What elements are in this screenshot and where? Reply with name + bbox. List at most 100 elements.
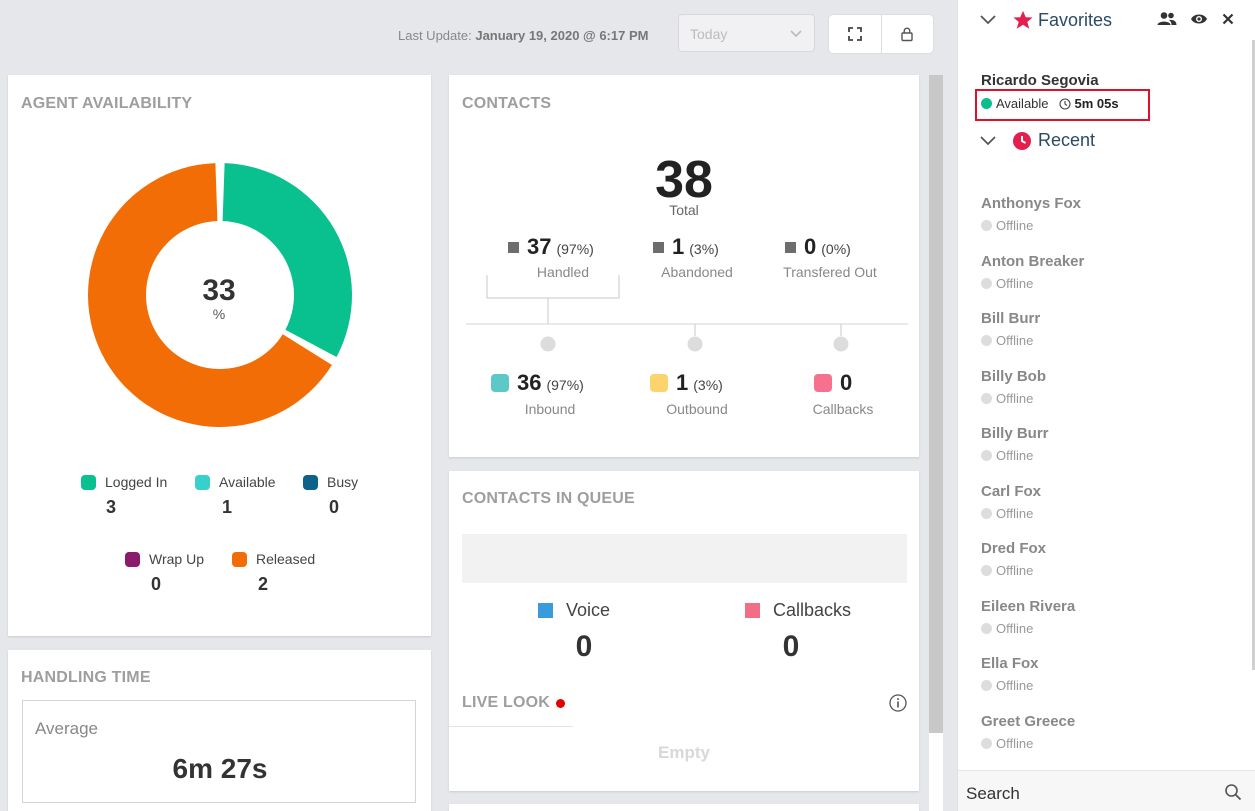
legend-released: Released bbox=[232, 551, 315, 567]
search-input[interactable]: Search bbox=[966, 784, 1020, 803]
outbound-num: 1 bbox=[676, 370, 689, 395]
view-controls bbox=[828, 14, 934, 54]
outbound-label: Outbound bbox=[666, 401, 728, 417]
queue-bar bbox=[462, 534, 907, 583]
legend-swatch bbox=[125, 551, 140, 567]
inbound-stat: 36 (97%) bbox=[491, 370, 584, 396]
legend-value-busy: 0 bbox=[328, 497, 339, 517]
favorite-agent-status-text: Available bbox=[996, 96, 1049, 111]
eye-icon[interactable] bbox=[1190, 13, 1208, 25]
handled-pct: (97%) bbox=[556, 241, 594, 257]
recent-agent-name[interactable]: Anton Breaker bbox=[981, 253, 1085, 270]
recent-agent-name[interactable]: Eileen Rivera bbox=[981, 598, 1076, 615]
legend-logged-in: Logged In bbox=[81, 474, 167, 490]
queue-title: CONTACTS IN QUEUE bbox=[462, 490, 635, 507]
legend-label: Busy bbox=[327, 474, 359, 490]
chevron-down-icon bbox=[980, 15, 996, 25]
fullscreen-icon bbox=[847, 27, 862, 41]
recent-agent-status-text: Offline bbox=[996, 563, 1034, 578]
recent-agent-name[interactable]: Greet Greece bbox=[981, 713, 1076, 730]
recent-agent-name[interactable]: Billy Burr bbox=[981, 425, 1049, 442]
abandoned-marker bbox=[653, 241, 664, 253]
recent-agent-status-text: Offline bbox=[996, 736, 1034, 751]
voice-label: Voice bbox=[566, 600, 611, 620]
status-dot-offline bbox=[981, 393, 992, 404]
legend-value-wrap-up: 0 bbox=[150, 574, 161, 594]
legend-available: Available bbox=[195, 474, 276, 490]
recent-agent-status-text: Offline bbox=[996, 391, 1034, 406]
close-icon[interactable] bbox=[1222, 13, 1234, 25]
legend-label: Available bbox=[219, 474, 276, 490]
favorites-header[interactable]: Favorites bbox=[979, 9, 1112, 31]
inbound-num: 36 bbox=[517, 370, 542, 395]
favorites-title: Favorites bbox=[1038, 9, 1113, 30]
recent-agent-status-text: Offline bbox=[996, 621, 1034, 636]
agent-availability-card: AGENT AVAILABILITY 33 % Logged In 3 Avai… bbox=[8, 75, 431, 636]
donut-slice-released bbox=[87, 163, 332, 428]
recent-agent-status-text: Offline bbox=[996, 678, 1034, 693]
transferred-label: Transfered Out bbox=[783, 264, 877, 280]
live-indicator-dot bbox=[556, 698, 566, 708]
handled-label: Handled bbox=[536, 264, 590, 280]
recent-agent-name[interactable]: Carl Fox bbox=[981, 483, 1042, 500]
status-dot-offline bbox=[981, 508, 992, 519]
callbacks-swatch bbox=[745, 603, 760, 618]
recent-header[interactable]: Recent bbox=[979, 130, 1095, 151]
handling-time-card: HANDLING TIME Average 6m 27s bbox=[8, 650, 431, 811]
main-scrollbar-gap bbox=[929, 733, 943, 811]
info-icon[interactable] bbox=[888, 693, 908, 713]
period-select[interactable]: Today bbox=[678, 14, 815, 52]
transferred-stat: 0 (0%) bbox=[785, 234, 851, 260]
inbound-label: Inbound bbox=[524, 401, 576, 417]
status-dot-offline bbox=[981, 278, 992, 289]
status-dot-offline bbox=[981, 738, 992, 749]
status-dot-offline bbox=[981, 335, 992, 346]
status-dot-offline bbox=[981, 220, 992, 231]
recent-agent-name[interactable]: Dred Fox bbox=[981, 540, 1047, 557]
legend-label: Logged In bbox=[105, 474, 168, 490]
callbacks-stat: 0 bbox=[814, 370, 857, 396]
callbacks-num: 0 bbox=[840, 370, 853, 395]
abandoned-pct: (3%) bbox=[689, 241, 719, 257]
recent-agent-status: Offline bbox=[981, 736, 1033, 751]
legend-label: Released bbox=[256, 551, 316, 567]
last-update-value: January 19, 2020 @ 6:17 PM bbox=[475, 28, 649, 43]
transferred-marker bbox=[785, 241, 796, 253]
star-icon bbox=[1013, 10, 1033, 29]
legend-busy: Busy bbox=[303, 474, 358, 490]
recent-agent-name[interactable]: Billy Bob bbox=[981, 368, 1047, 385]
outbound-stat: 1 (3%) bbox=[650, 370, 723, 396]
favorite-agent-name[interactable]: Ricardo Segovia bbox=[981, 72, 1099, 89]
live-look-empty: Empty bbox=[658, 743, 710, 762]
last-update: Last Update: January 19, 2020 @ 6:17 PM bbox=[398, 28, 648, 43]
panel-scrollbar[interactable] bbox=[1252, 40, 1255, 670]
lock-icon bbox=[901, 27, 913, 42]
agents-panel: Favorites Ricardo Segovia Available 5m 0… bbox=[957, 0, 1255, 811]
agents-group-icon[interactable] bbox=[1157, 11, 1177, 27]
fullscreen-button[interactable] bbox=[829, 15, 881, 53]
average-label: Average bbox=[35, 719, 99, 738]
legend-value-available: 1 bbox=[221, 497, 232, 517]
search-icon[interactable] bbox=[1224, 783, 1242, 801]
chevron-down-icon bbox=[980, 135, 996, 145]
handled-marker bbox=[508, 241, 519, 253]
handling-time-title: HANDLING TIME bbox=[21, 669, 151, 686]
live-look-title: LIVE LOOK bbox=[462, 694, 551, 711]
contacts-in-queue-card bbox=[449, 471, 919, 791]
recent-title: Recent bbox=[1038, 130, 1096, 150]
queue-callbacks-value: 0 bbox=[782, 630, 800, 663]
callbacks-marker bbox=[814, 374, 832, 392]
main-scrollbar[interactable] bbox=[929, 75, 943, 733]
recent-agent-name[interactable]: Anthonys Fox bbox=[981, 195, 1081, 212]
status-dot-offline bbox=[981, 623, 992, 634]
favorite-agent-status-box bbox=[975, 89, 1150, 121]
queue-callbacks-legend: Callbacks bbox=[745, 600, 851, 621]
recent-agent-name[interactable]: Ella Fox bbox=[981, 655, 1039, 672]
recent-agent-name[interactable]: Bill Burr bbox=[981, 310, 1041, 327]
agent-availability-title: AGENT AVAILABILITY bbox=[21, 95, 193, 112]
legend-value-logged-in: 3 bbox=[105, 497, 116, 517]
average-box: Average 6m 27s bbox=[22, 700, 416, 803]
status-dot-offline bbox=[981, 565, 992, 576]
legend-label: Wrap Up bbox=[149, 551, 204, 567]
lock-button[interactable] bbox=[880, 15, 934, 53]
